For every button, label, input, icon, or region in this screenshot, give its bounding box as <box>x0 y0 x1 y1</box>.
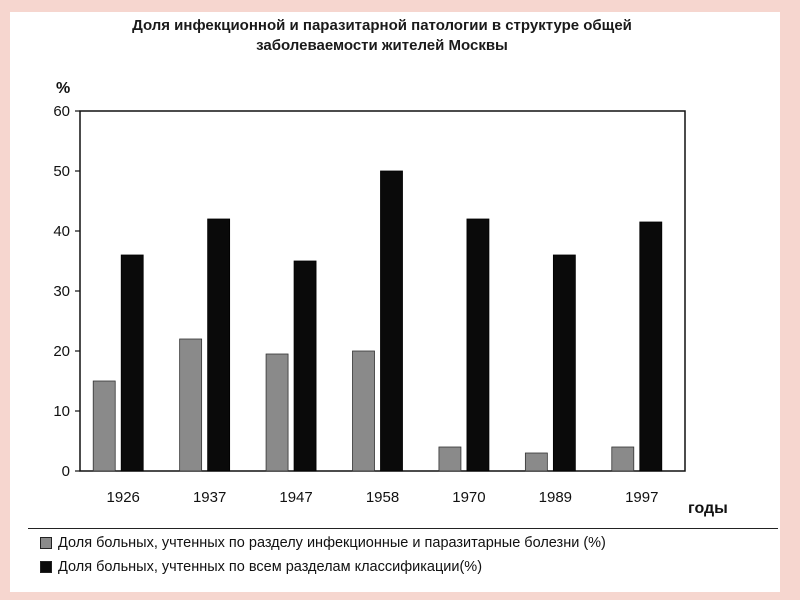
bar-infectious <box>265 353 289 472</box>
bar-all-sections <box>639 221 663 472</box>
bar-infectious <box>524 452 548 472</box>
legend-item-infectious: Доля больных, учтенных по разделу инфекц… <box>40 533 606 553</box>
y-tick-label: 40 <box>53 223 70 240</box>
bar-infectious <box>438 446 462 472</box>
bar-infectious <box>92 380 116 472</box>
bar-infectious <box>179 338 203 472</box>
y-tick-label: 50 <box>53 163 70 180</box>
x-axis-label: годы <box>688 500 728 517</box>
title-line-2: заболеваемости жителей Москвы <box>256 37 508 54</box>
legend-swatch-infectious <box>40 537 52 549</box>
bar-infectious <box>352 350 375 472</box>
y-tick-label: 10 <box>53 403 70 420</box>
bar-all-sections <box>380 170 403 472</box>
bar-all-sections <box>207 218 231 472</box>
legend-swatch-all <box>40 561 52 573</box>
title-line-1: Доля инфекционной и паразитарной патолог… <box>132 17 632 34</box>
bar-all-sections <box>552 254 576 472</box>
y-tick-label: 0 <box>62 463 70 480</box>
legend-item-all: Доля больных, учтенных по всем разделам … <box>40 557 482 577</box>
legend-label-infectious: Доля больных, учтенных по разделу инфекц… <box>58 535 606 551</box>
bar-all-sections <box>466 218 490 472</box>
y-tick-label: 30 <box>53 283 70 300</box>
x-tick-label: 1970 <box>452 489 485 506</box>
legend: Доля больных, учтенных по разделу инфекц… <box>28 528 778 585</box>
x-tick-label: 1989 <box>539 489 572 506</box>
chart-title: Доля инфекционной и паразитарной патолог… <box>62 16 702 56</box>
y-tick-label: 20 <box>53 343 70 360</box>
legend-label-all: Доля больных, учтенных по всем разделам … <box>58 559 483 575</box>
x-tick-label: 1937 <box>193 489 226 506</box>
bar-infectious <box>611 446 635 472</box>
x-tick-label: 1997 <box>625 489 658 506</box>
y-axis-label: % <box>56 80 70 97</box>
bar-all-sections <box>120 254 144 472</box>
x-tick-label: 1958 <box>366 489 399 506</box>
x-tick-label: 1947 <box>279 489 312 506</box>
bar-all-sections <box>293 260 317 472</box>
y-tick-label: 60 <box>53 103 70 120</box>
x-tick-label: 1926 <box>107 489 140 506</box>
